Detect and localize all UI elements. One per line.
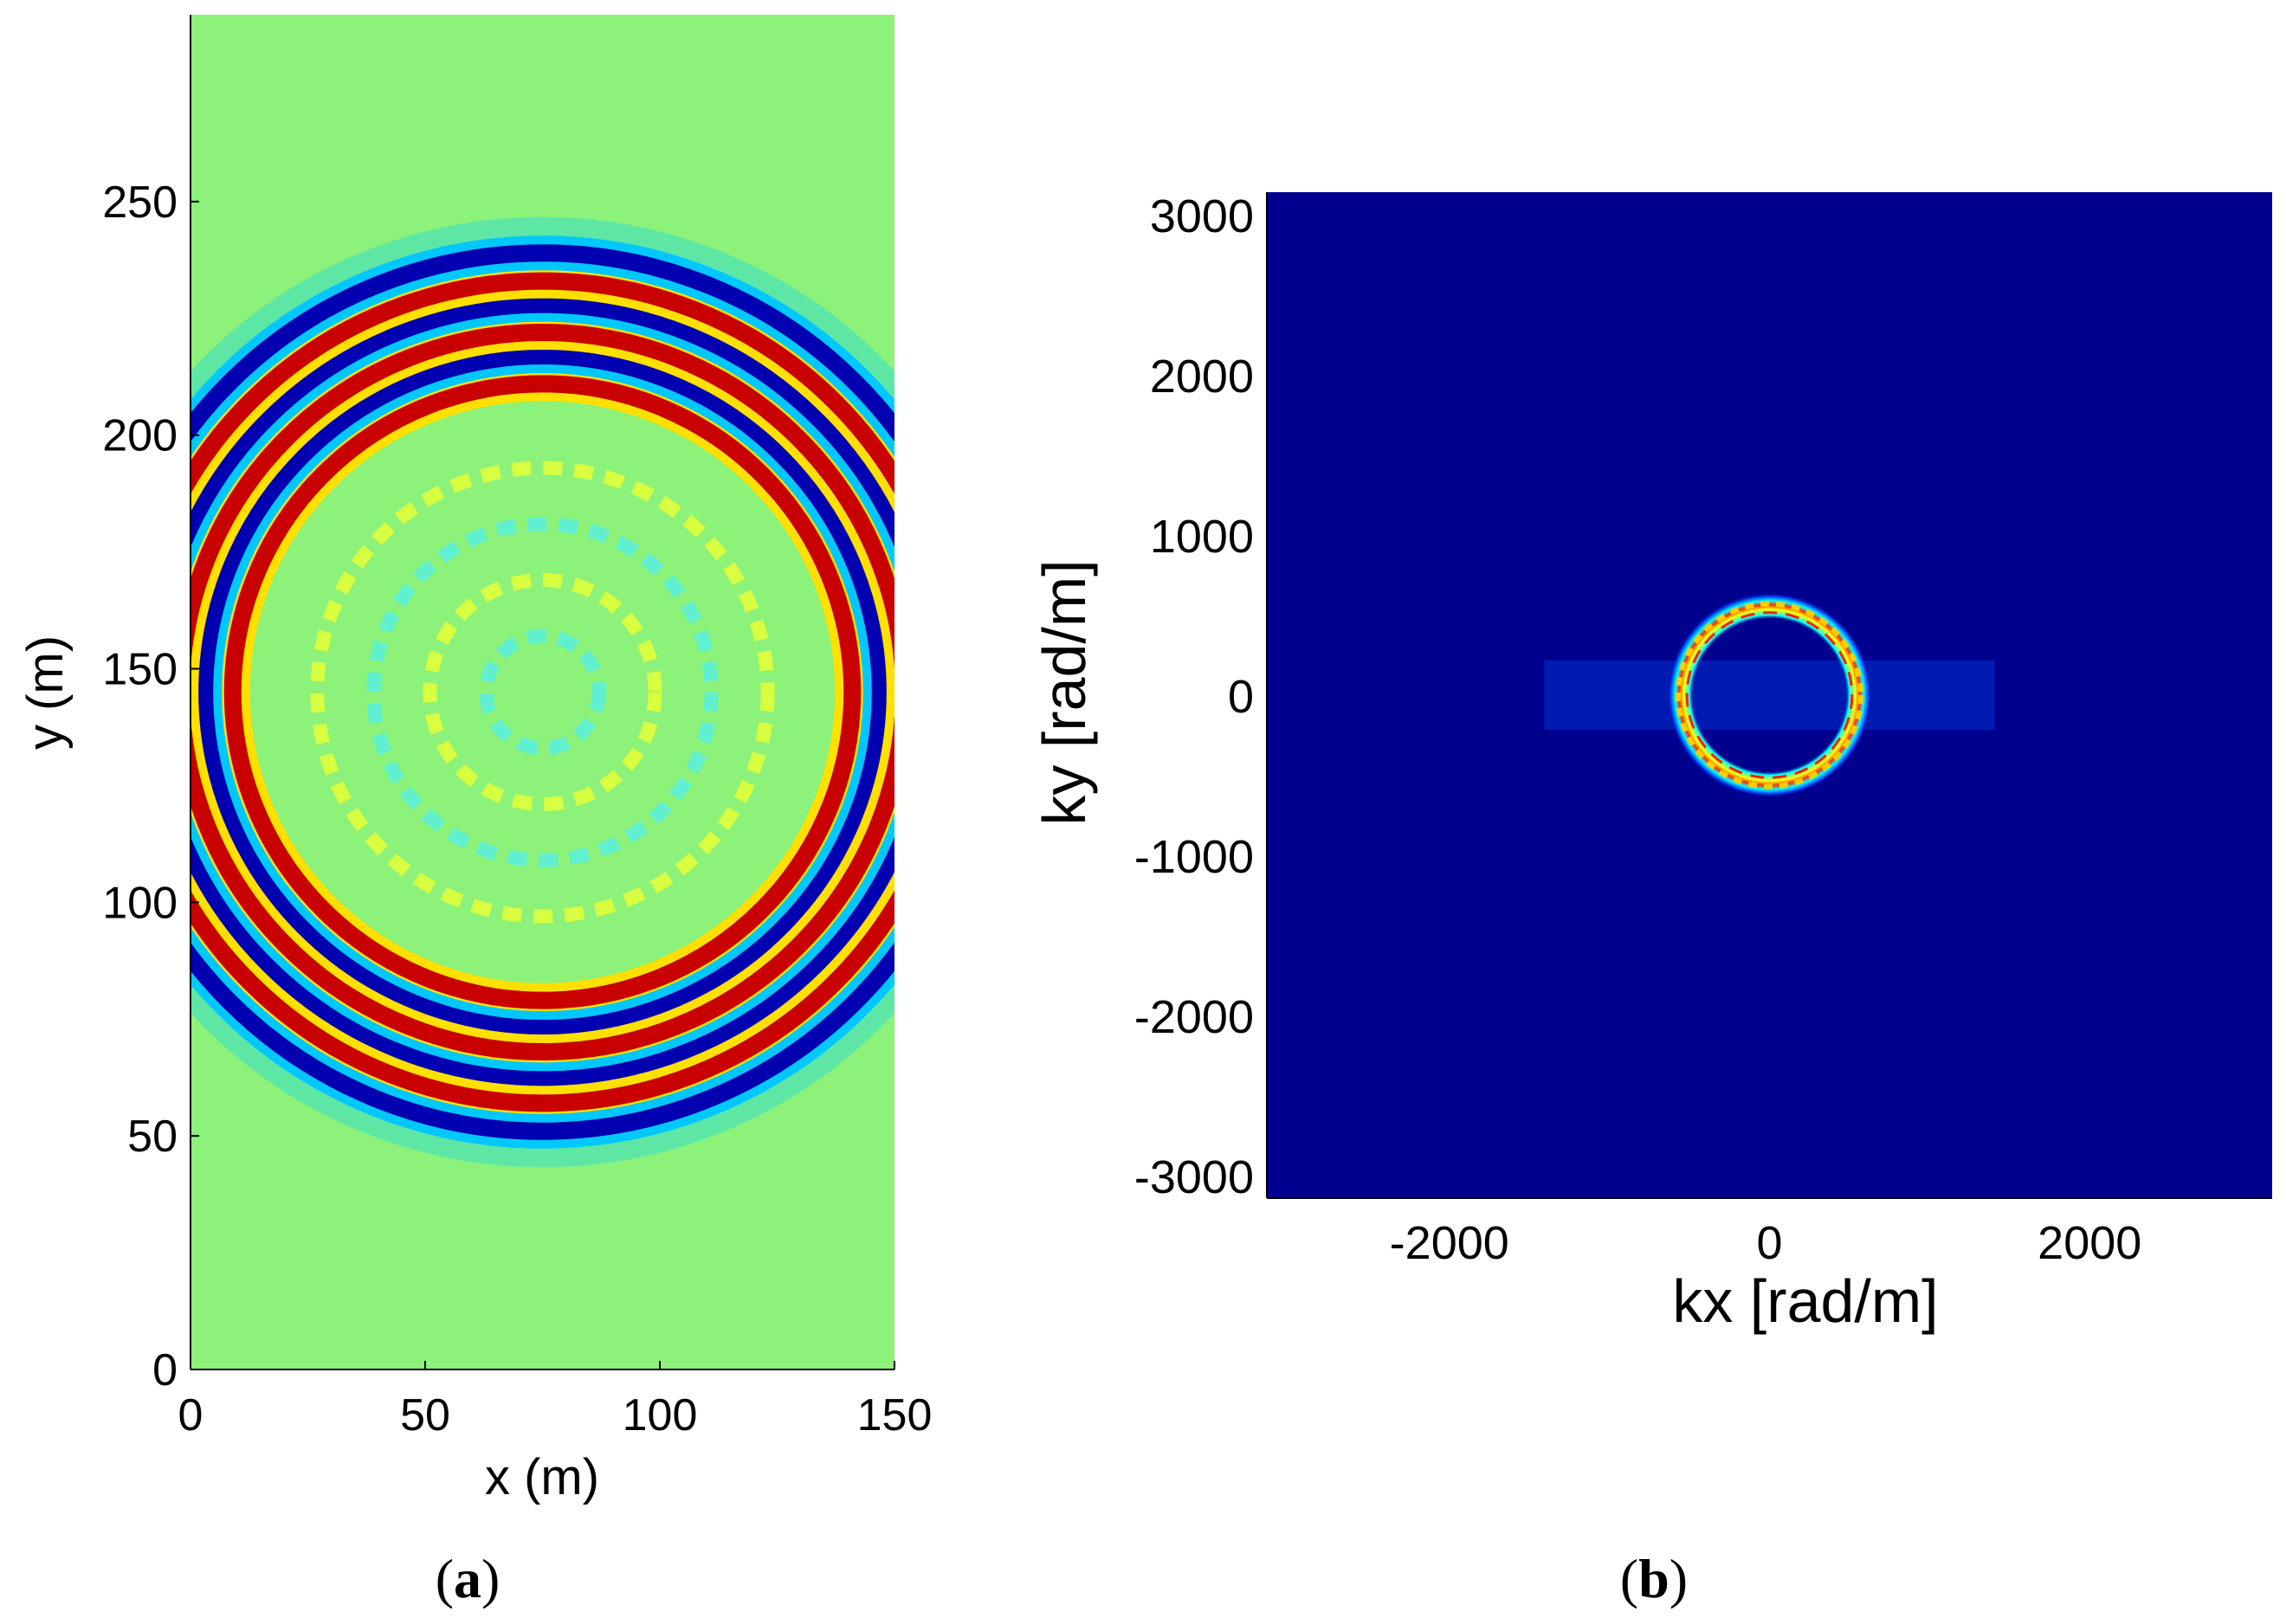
panel-a-xlabel: x (m): [485, 1449, 599, 1505]
panel-a-ytick-label: 150: [102, 645, 178, 695]
panel-b-ylabel: ky [rad/m]: [1030, 559, 1098, 825]
panel-b-ytick-label: -1000: [1134, 831, 1254, 883]
spectrum-ring: [1676, 601, 1863, 789]
panel-b-ytick-label: 0: [1228, 671, 1254, 723]
panel-a-axes: [190, 15, 895, 1370]
panel-a-ytick-label: 200: [102, 411, 178, 461]
panel-b-tick-labels: -2000 0 2000 -3000 -2000 -1000 0 1000 2000 3000: [1134, 190, 2141, 1269]
panel-a-wavefield: 0 50 100 150 0 50 100 150 200 250 x (m) y (m) (a): [17, 15, 932, 1609]
inner-ripple: [310, 461, 775, 924]
panel-b-ring: [1544, 592, 1995, 798]
panel-b-ytick-label: 1000: [1150, 511, 1254, 563]
panel-a-xtick-label: 0: [178, 1390, 203, 1440]
panel-a-letter: a: [454, 1548, 481, 1609]
panel-a-ytick-label: 50: [127, 1112, 178, 1162]
panel-b-label: (b): [1620, 1548, 1688, 1609]
panel-b-spectrum: -2000 0 2000 -3000 -2000 -1000 0 1000 2000 3000 k…: [1030, 190, 2272, 1609]
panel-b-xlabel: kx [rad/m]: [1672, 1267, 1938, 1335]
inner-ripple: [366, 517, 719, 867]
panel-b-xtick-label: -2000: [1390, 1217, 1509, 1269]
spectrum-ring-glow: [1667, 592, 1872, 798]
panel-a-label: (a): [436, 1548, 500, 1609]
wavefront-ring: [190, 295, 894, 1089]
panel-b-xtick-label: 0: [1756, 1217, 1782, 1269]
panel-b-letter: b: [1638, 1548, 1669, 1609]
wavefront-halo: [190, 216, 894, 1168]
wavefront-ring: [196, 346, 889, 1038]
wavefront-ring: [223, 375, 862, 1009]
panel-b-ytick-label: 2000: [1150, 351, 1254, 403]
panel-b-ytick-label: -2000: [1134, 991, 1254, 1043]
wavefront-ring: [190, 244, 894, 1140]
panel-a-xtick-label: 50: [400, 1390, 450, 1440]
panel-a-ytick-label: 250: [102, 177, 178, 228]
panel-a-ytick-label: 100: [102, 878, 178, 928]
panel-a-tick-labels: 0 50 100 150 0 50 100 150 200 250: [102, 177, 932, 1440]
panel-a-ylabel: y (m): [17, 635, 74, 750]
wavefront-ring: [190, 272, 894, 1112]
panel-b-axes: [1266, 192, 2272, 1199]
inner-ripple: [479, 628, 606, 756]
panel-a-wavefronts: [190, 216, 894, 1168]
panel-b-xtick-label: 2000: [2037, 1217, 2141, 1269]
panel-b-ytick-label: 3000: [1150, 190, 1254, 242]
spectrum-ring-peak: [1685, 611, 1854, 779]
panel-a-ytick-label: 0: [152, 1345, 178, 1395]
panel-a-xtick-label: 150: [857, 1390, 933, 1440]
wavefront-ring: [190, 324, 894, 1060]
inner-ripple: [423, 572, 662, 812]
panel-b-ytick-label: -3000: [1134, 1151, 1254, 1203]
panel-a-xtick-label: 100: [623, 1390, 698, 1440]
